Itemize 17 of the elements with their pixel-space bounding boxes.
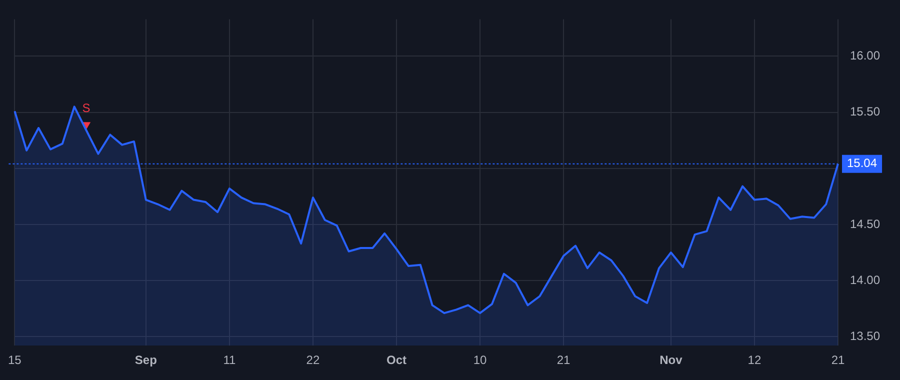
x-tick-label: 15 (8, 353, 22, 368)
y-tick-label: 13.50 (850, 328, 880, 343)
ref-line-label: 15.04 (847, 156, 878, 170)
y-tick-label: 16.00 (850, 48, 880, 63)
annotation: S (82, 100, 90, 115)
y-tick-label: 14.00 (850, 272, 880, 287)
x-tick-label: Sep (134, 353, 157, 368)
x-tick-label: 10 (473, 353, 488, 368)
x-tick-label: 21 (831, 353, 845, 368)
x-tick-label: 11 (223, 353, 236, 368)
x-tick-label: 22 (306, 353, 320, 368)
x-tick-label: 21 (556, 353, 571, 368)
x-tick-label: 12 (748, 353, 762, 368)
x-tick-label: Nov (660, 353, 683, 368)
x-tick-label: Oct (386, 353, 407, 368)
y-tick-label: 15.50 (850, 104, 880, 119)
y-tick-label: 14.50 (850, 216, 880, 231)
